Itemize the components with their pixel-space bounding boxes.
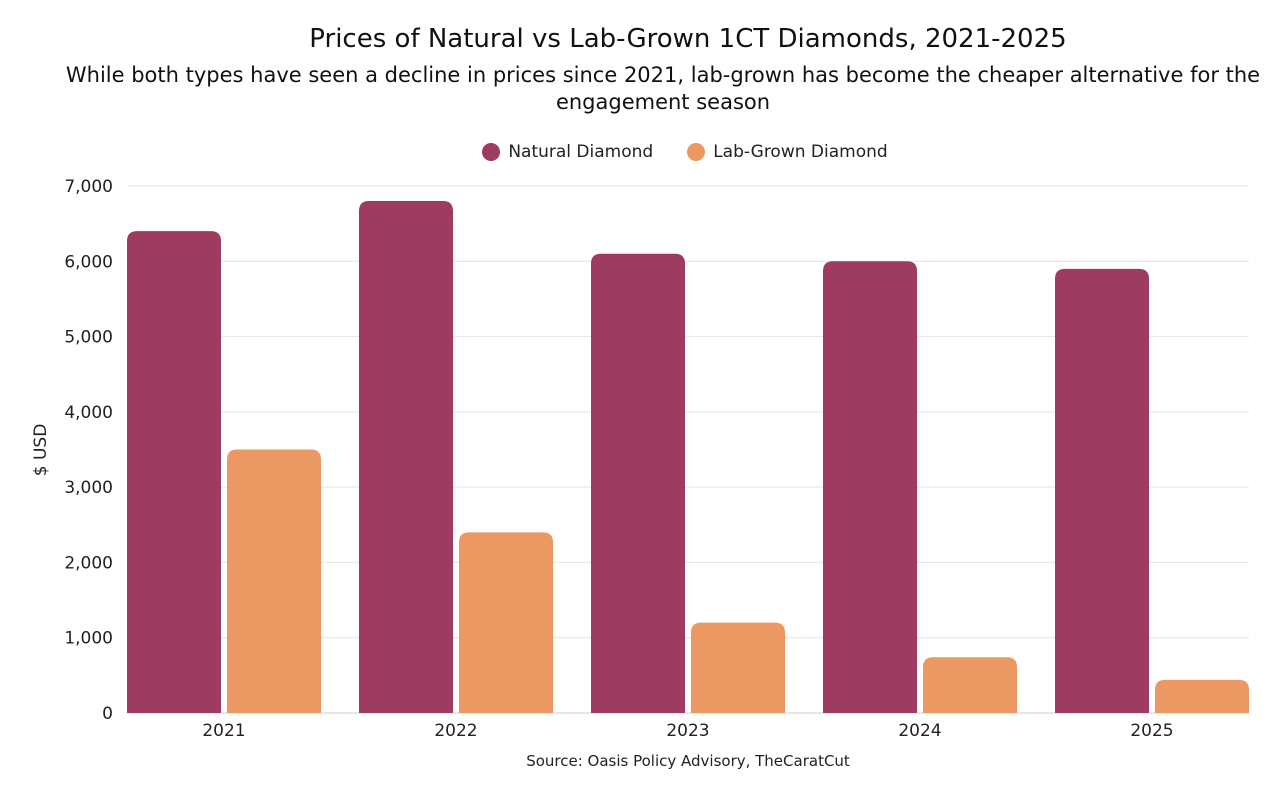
y-tick-label: 5,000 — [64, 328, 113, 348]
legend-swatch-lab-grown — [687, 143, 706, 161]
legend-item-natural: Natural Diamond — [482, 142, 653, 162]
x-tick-label: 2022 — [434, 721, 477, 741]
x-tick-label: 2023 — [666, 721, 709, 741]
legend: Natural Diamond Lab-Grown Diamond — [0, 142, 1280, 162]
chart-title: Prices of Natural vs Lab-Grown 1CT Diamo… — [309, 24, 1067, 54]
x-tick-label: 2021 — [202, 721, 245, 741]
bar-natural — [127, 231, 221, 713]
legend-label-lab-grown: Lab-Grown Diamond — [713, 142, 888, 162]
bar-natural — [823, 261, 917, 713]
legend-item-lab-grown: Lab-Grown Diamond — [687, 142, 888, 162]
y-tick-label: 2,000 — [64, 553, 113, 573]
bar-natural — [359, 201, 453, 714]
bar-natural — [1055, 268, 1149, 713]
bar-natural — [591, 253, 685, 713]
bar-lab-grown — [459, 532, 553, 713]
legend-swatch-natural — [482, 143, 501, 161]
chart-subtitle: While both types have seen a decline in … — [65, 63, 1261, 114]
bar-lab-grown — [691, 622, 785, 713]
bar-lab-grown — [227, 449, 321, 713]
x-tick-label: 2024 — [898, 721, 941, 741]
y-tick-label: 0 — [102, 704, 113, 724]
y-tick-label: 3,000 — [64, 478, 113, 498]
bar-lab-grown — [923, 657, 1017, 713]
x-tick-label: 2025 — [1130, 721, 1173, 741]
y-axis-label: $ USD — [31, 424, 51, 477]
bar-lab-grown — [1155, 679, 1249, 713]
y-tick-label: 1,000 — [64, 629, 113, 649]
source-note: Source: Oasis Policy Advisory, TheCaratC… — [526, 752, 850, 770]
y-tick-label: 4,000 — [64, 403, 113, 423]
y-tick-label: 7,000 — [64, 177, 113, 197]
y-tick-label: 6,000 — [64, 252, 113, 272]
legend-label-natural: Natural Diamond — [508, 142, 654, 162]
